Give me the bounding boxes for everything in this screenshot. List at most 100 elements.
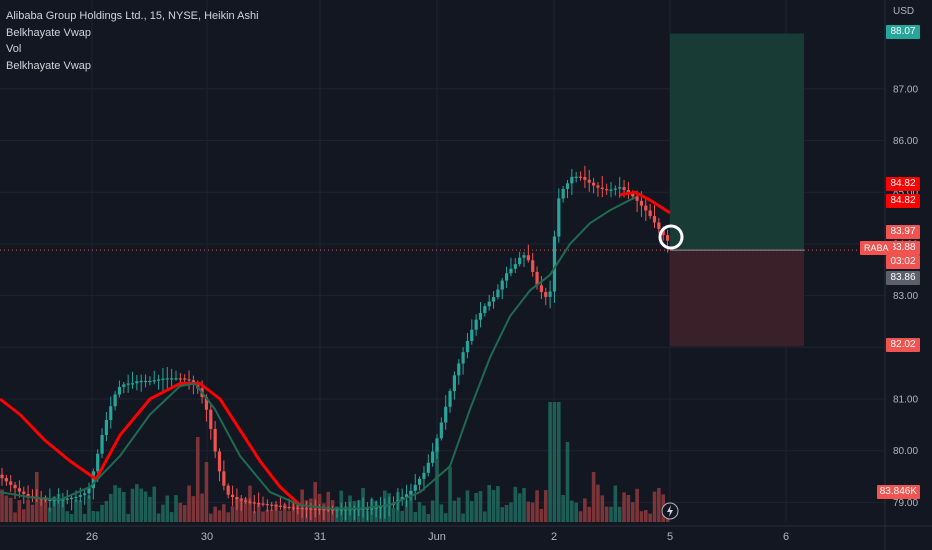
candle xyxy=(87,488,91,494)
volume-bar xyxy=(230,506,235,522)
volume-bar xyxy=(78,500,83,522)
volume-bar xyxy=(204,462,209,522)
candle xyxy=(217,451,222,472)
candle xyxy=(230,494,235,497)
candle xyxy=(574,176,578,178)
candle xyxy=(117,387,122,395)
volume-bar xyxy=(470,501,474,522)
volume-bar xyxy=(652,491,657,522)
candle xyxy=(300,507,304,510)
volume-bar xyxy=(409,491,413,522)
price-tick-label: 87.00 xyxy=(893,84,918,95)
volume-bar xyxy=(148,496,152,522)
candle xyxy=(452,375,456,392)
volume-bar xyxy=(452,500,457,522)
volume-bar xyxy=(108,493,113,522)
candle xyxy=(78,495,82,497)
candle xyxy=(448,391,452,407)
volume-bar xyxy=(65,511,70,522)
candle xyxy=(404,494,409,498)
volume-bar xyxy=(291,501,296,522)
candle xyxy=(505,273,509,281)
volume-bar xyxy=(622,492,626,522)
time-tick-label: 2 xyxy=(551,531,557,543)
volume-bar xyxy=(256,503,261,522)
volume-bar xyxy=(448,467,452,522)
candle xyxy=(130,383,135,385)
time-tick-label: 30 xyxy=(201,531,213,543)
candle xyxy=(100,435,104,454)
volume-bar xyxy=(487,485,491,522)
volume-bar xyxy=(126,513,130,522)
ticker-tag: RABA xyxy=(860,241,893,255)
volume-bar xyxy=(30,504,35,522)
volume-bar xyxy=(500,507,505,522)
candle xyxy=(365,508,369,510)
candle xyxy=(600,187,604,190)
candle xyxy=(257,502,261,505)
volume-bar xyxy=(483,511,487,522)
volume-bar xyxy=(182,505,187,522)
volume-bar xyxy=(474,492,478,522)
volume-bar xyxy=(26,499,30,522)
candle xyxy=(457,363,461,376)
countdown-tag: 03:02 xyxy=(886,255,920,269)
volume-bar xyxy=(4,495,9,522)
volume-bar xyxy=(82,513,87,522)
time-tick-label: 26 xyxy=(86,531,98,543)
candle xyxy=(552,236,557,292)
candle xyxy=(331,509,335,511)
volume-bar xyxy=(657,487,661,522)
time-tick-label: 6 xyxy=(783,531,789,543)
candle xyxy=(222,471,226,486)
candle xyxy=(548,291,552,297)
candle xyxy=(518,257,522,265)
volume-bar xyxy=(100,504,104,522)
candle xyxy=(587,179,591,183)
volume-bar xyxy=(130,488,135,522)
volume-bar xyxy=(517,493,522,522)
candle xyxy=(152,380,156,382)
volume-bar xyxy=(226,512,230,522)
candle xyxy=(165,378,169,380)
volume-bar xyxy=(187,485,191,522)
candle xyxy=(22,491,26,494)
candle xyxy=(444,406,448,423)
candle xyxy=(422,472,426,479)
candle xyxy=(413,484,417,491)
candle xyxy=(83,493,87,496)
volume-bar xyxy=(430,500,435,522)
legend-indicator-vwap[interactable]: Belkhayate Vwap xyxy=(6,26,91,39)
legend-indicator-vwap-2[interactable]: Belkhayate Vwap xyxy=(6,59,91,72)
volume-bar xyxy=(426,513,431,522)
candle xyxy=(326,509,330,511)
volume-bar xyxy=(413,511,418,522)
currency-label[interactable]: USD xyxy=(893,6,915,17)
volume-bar xyxy=(56,494,61,522)
volume-bar xyxy=(478,491,483,522)
volume-bar xyxy=(574,502,578,522)
lightning-glyph xyxy=(667,505,673,517)
profit-zone xyxy=(670,33,804,251)
volume-bar xyxy=(422,505,426,522)
candle xyxy=(204,397,209,410)
volume-bar xyxy=(252,511,257,522)
legend-title[interactable]: Alibaba Group Holdings Ltd., 15, NYSE, H… xyxy=(6,10,259,22)
volume-bar xyxy=(161,504,165,522)
candle xyxy=(500,280,504,290)
candle xyxy=(335,509,339,511)
volume-bar xyxy=(400,510,404,522)
candle xyxy=(91,471,95,489)
highlight-circle xyxy=(658,224,684,250)
volume-bar xyxy=(509,502,513,522)
candle xyxy=(126,383,130,385)
candle xyxy=(522,255,526,258)
volume-bar xyxy=(522,487,526,522)
candle xyxy=(465,340,470,353)
chart-legend: Alibaba Group Holdings Ltd., 15, NYSE, H… xyxy=(6,8,259,74)
candle xyxy=(309,508,313,510)
candle xyxy=(374,507,378,509)
legend-indicator-vol[interactable]: Vol xyxy=(6,43,22,55)
volume-bar xyxy=(113,485,117,522)
